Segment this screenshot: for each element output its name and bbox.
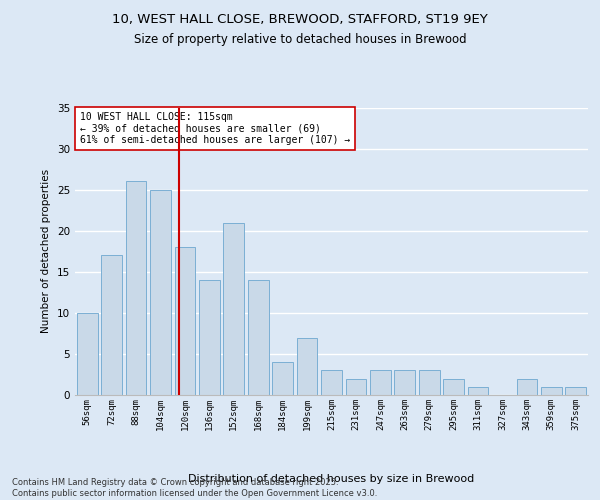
Y-axis label: Number of detached properties: Number of detached properties	[41, 169, 52, 334]
Bar	[541, 387, 562, 395]
Bar	[565, 387, 586, 395]
Text: Contains HM Land Registry data © Crown copyright and database right 2025.
Contai: Contains HM Land Registry data © Crown c…	[12, 478, 377, 498]
X-axis label: Distribution of detached houses by size in Brewood: Distribution of detached houses by size …	[188, 474, 475, 484]
Bar	[101, 256, 122, 395]
Bar	[77, 313, 98, 395]
Text: 10 WEST HALL CLOSE: 115sqm
← 39% of detached houses are smaller (69)
61% of semi: 10 WEST HALL CLOSE: 115sqm ← 39% of deta…	[80, 112, 350, 145]
Bar	[248, 280, 269, 395]
Bar	[370, 370, 391, 395]
Bar	[223, 222, 244, 395]
Bar	[517, 378, 538, 395]
Bar	[394, 370, 415, 395]
Bar	[199, 280, 220, 395]
Bar	[175, 247, 196, 395]
Bar	[467, 387, 488, 395]
Bar	[346, 378, 367, 395]
Text: Size of property relative to detached houses in Brewood: Size of property relative to detached ho…	[134, 32, 466, 46]
Text: 10, WEST HALL CLOSE, BREWOOD, STAFFORD, ST19 9EY: 10, WEST HALL CLOSE, BREWOOD, STAFFORD, …	[112, 12, 488, 26]
Bar	[321, 370, 342, 395]
Bar	[125, 182, 146, 395]
Bar	[296, 338, 317, 395]
Bar	[150, 190, 171, 395]
Bar	[443, 378, 464, 395]
Bar	[272, 362, 293, 395]
Bar	[419, 370, 440, 395]
